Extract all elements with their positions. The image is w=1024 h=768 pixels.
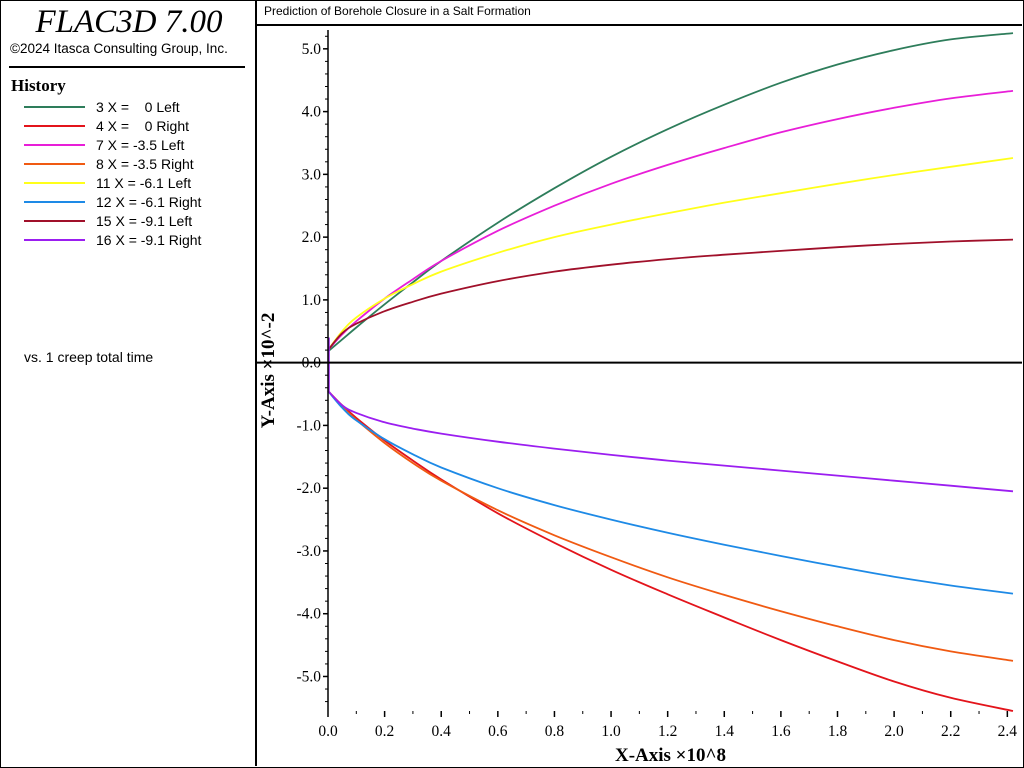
series-line-1 bbox=[327, 32, 1014, 353]
legend-swatch bbox=[24, 182, 85, 184]
x-tick-label: 0.8 bbox=[545, 723, 565, 740]
legend-panel: FLAC3D 7.00 ©2024 Itasca Consulting Grou… bbox=[0, 0, 257, 766]
series-line-2 bbox=[327, 390, 1014, 712]
y-tick-label: 1.0 bbox=[302, 292, 322, 309]
legend-label: 15 X = -9.1 Left bbox=[96, 213, 193, 229]
copyright-text: ©2024 Itasca Consulting Group, Inc. bbox=[10, 41, 228, 56]
series-line-6 bbox=[327, 390, 1014, 595]
x-tick-label: 1.2 bbox=[658, 723, 677, 740]
tick-marks bbox=[323, 35, 1009, 717]
legend-item: 4 X = 0 Right bbox=[0, 117, 255, 136]
legend-swatch bbox=[24, 144, 85, 146]
legend-item: 8 X = -3.5 Right bbox=[0, 155, 255, 174]
legend-label: 3 X = 0 Left bbox=[96, 99, 180, 115]
app-title: FLAC3D 7.00 bbox=[35, 4, 223, 40]
series-line-8 bbox=[327, 390, 1014, 493]
series-line-5 bbox=[327, 157, 1014, 351]
legend-swatch bbox=[24, 201, 85, 203]
legend-swatch bbox=[24, 106, 85, 108]
x-tick-label: 2.2 bbox=[941, 723, 960, 740]
legend-heading: History bbox=[11, 76, 66, 95]
legend-label: 16 X = -9.1 Right bbox=[96, 232, 202, 248]
x-tick-label: 0.2 bbox=[375, 723, 394, 740]
legend-label: 11 X = -6.1 Left bbox=[96, 175, 192, 191]
plot-title-bar: Prediction of Borehole Closure in a Salt… bbox=[257, 0, 1022, 26]
x-tick-label: 2.4 bbox=[998, 723, 1018, 740]
plot-title: Prediction of Borehole Closure in a Salt… bbox=[264, 4, 531, 18]
x-tick-label: 1.6 bbox=[771, 723, 791, 740]
x-tick-label: 1.0 bbox=[601, 723, 621, 740]
legend-item: 11 X = -6.1 Left bbox=[0, 174, 255, 193]
x-tick-label: 1.4 bbox=[715, 723, 735, 740]
legend-label: 7 X = -3.5 Left bbox=[96, 137, 185, 153]
x-tick-labels: 0.0 0.2 0.4 0.6 0.8 1.0 1.2 1.4 1.6 1.8 2.0 2.2 2.4 bbox=[318, 723, 1017, 740]
y-tick-label: -4.0 bbox=[296, 606, 321, 623]
series-line-3 bbox=[327, 90, 1014, 351]
y-tick-label: 2.0 bbox=[302, 229, 322, 246]
y-tick-label: -1.0 bbox=[296, 417, 321, 434]
series-line-7 bbox=[327, 238, 1014, 351]
y-tick-label: 5.0 bbox=[302, 41, 322, 58]
legend-item: 16 X = -9.1 Right bbox=[0, 231, 255, 250]
series-lines bbox=[327, 32, 1014, 712]
legend-item: 7 X = -3.5 Left bbox=[0, 136, 255, 155]
y-tick-labels: 5.04.03.02.01.00.0-1.0-2.0-3.0-4.0-5.0 bbox=[296, 41, 321, 686]
x-tick-label: 0.4 bbox=[432, 723, 452, 740]
legend-label: 4 X = 0 Right bbox=[96, 118, 189, 134]
y-tick-label: 3.0 bbox=[302, 166, 322, 183]
y-axis-title: Y-Axis ×10^-2 bbox=[258, 313, 279, 429]
y-tick-label: 4.0 bbox=[302, 104, 322, 121]
y-tick-label: -3.0 bbox=[296, 543, 321, 560]
legend-vs-label: vs. 1 creep total time bbox=[24, 349, 154, 365]
legend-list: 3 X = 0 Left 4 X = 0 Right 7 X = -3.5 Le… bbox=[0, 98, 255, 365]
x-tick-label: 0.6 bbox=[488, 723, 508, 740]
series-line-4 bbox=[327, 390, 1014, 662]
x-axis-title: X-Axis ×10^8 bbox=[615, 745, 726, 766]
y-tick-label: -2.0 bbox=[296, 480, 321, 497]
x-tick-label: 2.0 bbox=[884, 723, 904, 740]
legend-swatch bbox=[24, 125, 85, 127]
legend-item: 15 X = -9.1 Left bbox=[0, 212, 255, 231]
legend-swatch bbox=[24, 163, 85, 165]
y-tick-label: -5.0 bbox=[296, 668, 321, 685]
x-tick-label: 1.8 bbox=[828, 723, 848, 740]
legend-swatch bbox=[24, 239, 85, 241]
legend-label: 8 X = -3.5 Right bbox=[96, 156, 194, 172]
legend-item: 12 X = -6.1 Right bbox=[0, 193, 255, 212]
legend-swatch bbox=[24, 220, 85, 222]
title-divider bbox=[9, 66, 245, 68]
legend-label: 12 X = -6.1 Right bbox=[96, 194, 202, 210]
legend-item: 3 X = 0 Left bbox=[0, 98, 255, 117]
x-tick-label: 0.0 bbox=[318, 723, 338, 740]
